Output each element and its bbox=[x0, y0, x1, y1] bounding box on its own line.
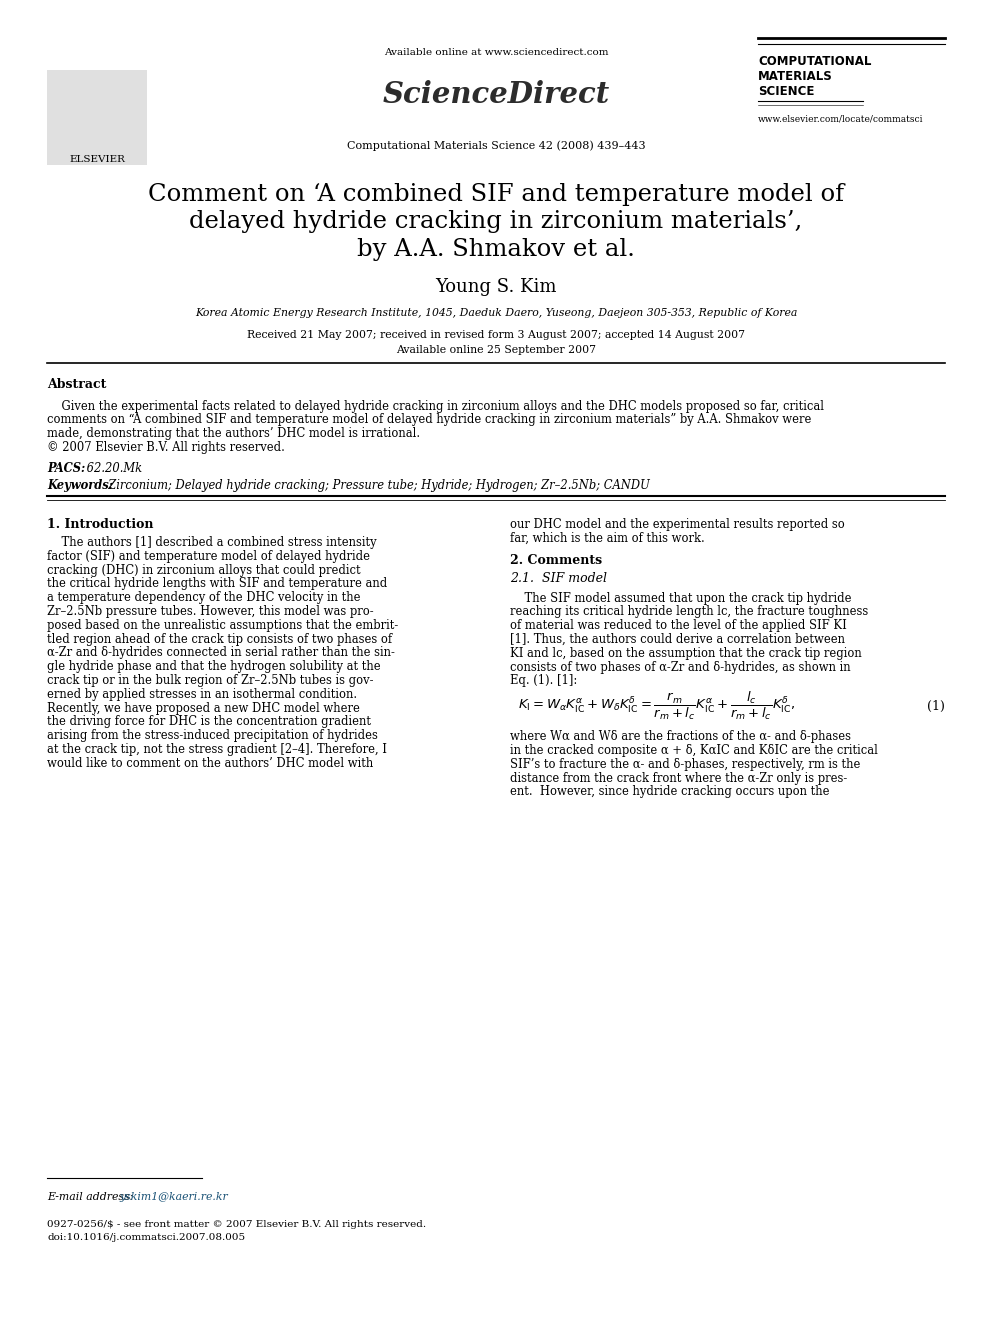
Text: Computational Materials Science 42 (2008) 439–443: Computational Materials Science 42 (2008… bbox=[346, 140, 646, 151]
Text: ELSEVIER: ELSEVIER bbox=[69, 155, 125, 164]
Text: cracking (DHC) in zirconium alloys that could predict: cracking (DHC) in zirconium alloys that … bbox=[47, 564, 361, 577]
Text: 2. Comments: 2. Comments bbox=[510, 553, 602, 566]
Text: crack tip or in the bulk region of Zr–2.5Nb tubes is gov-: crack tip or in the bulk region of Zr–2.… bbox=[47, 673, 374, 687]
Text: yskim1@kaeri.re.kr: yskim1@kaeri.re.kr bbox=[119, 1192, 228, 1203]
Text: $K_{\rm I} = W_{\alpha}K^{\alpha}_{\rm IC} + W_{\delta}K^{\delta}_{\rm IC} = \df: $K_{\rm I} = W_{\alpha}K^{\alpha}_{\rm I… bbox=[518, 691, 796, 722]
Text: delayed hydride cracking in zirconium materials’,: delayed hydride cracking in zirconium ma… bbox=[189, 210, 803, 233]
Text: Received 21 May 2007; received in revised form 3 August 2007; accepted 14 August: Received 21 May 2007; received in revise… bbox=[247, 329, 745, 340]
Text: SIF’s to fracture the α- and δ-phases, respectively, rm is the: SIF’s to fracture the α- and δ-phases, r… bbox=[510, 758, 860, 771]
Text: arising from the stress-induced precipitation of hydrides: arising from the stress-induced precipit… bbox=[47, 729, 378, 742]
Bar bbox=[47, 70, 147, 165]
Text: 62.20.Mk: 62.20.Mk bbox=[83, 462, 142, 475]
Text: Recently, we have proposed a new DHC model where: Recently, we have proposed a new DHC mod… bbox=[47, 701, 360, 714]
Text: doi:10.1016/j.commatsci.2007.08.005: doi:10.1016/j.commatsci.2007.08.005 bbox=[47, 1233, 245, 1242]
Text: a temperature dependency of the DHC velocity in the: a temperature dependency of the DHC velo… bbox=[47, 591, 360, 605]
Text: The SIF model assumed that upon the crack tip hydride: The SIF model assumed that upon the crac… bbox=[510, 591, 851, 605]
Text: the critical hydride lengths with SIF and temperature and: the critical hydride lengths with SIF an… bbox=[47, 577, 387, 590]
Text: Keywords:: Keywords: bbox=[47, 479, 113, 492]
Text: factor (SIF) and temperature model of delayed hydride: factor (SIF) and temperature model of de… bbox=[47, 550, 370, 562]
Text: Young S. Kim: Young S. Kim bbox=[435, 278, 557, 296]
Text: far, which is the aim of this work.: far, which is the aim of this work. bbox=[510, 532, 704, 545]
Text: Given the experimental facts related to delayed hydride cracking in zirconium al: Given the experimental facts related to … bbox=[47, 400, 824, 413]
Text: the driving force for DHC is the concentration gradient: the driving force for DHC is the concent… bbox=[47, 716, 371, 729]
Text: 0927-0256/$ - see front matter © 2007 Elsevier B.V. All rights reserved.: 0927-0256/$ - see front matter © 2007 El… bbox=[47, 1220, 427, 1229]
Text: ScienceDirect: ScienceDirect bbox=[382, 79, 610, 108]
Text: Comment on ‘A combined SIF and temperature model of: Comment on ‘A combined SIF and temperatu… bbox=[148, 183, 844, 206]
Text: E-mail address:: E-mail address: bbox=[47, 1192, 137, 1203]
Text: comments on “A combined SIF and temperature model of delayed hydride cracking in: comments on “A combined SIF and temperat… bbox=[47, 414, 811, 426]
Text: where Wα and Wδ are the fractions of the α- and δ-phases: where Wα and Wδ are the fractions of the… bbox=[510, 730, 851, 744]
Text: Zirconium; Delayed hydride cracking; Pressure tube; Hydride; Hydrogen; Zr–2.5Nb;: Zirconium; Delayed hydride cracking; Pre… bbox=[101, 479, 650, 492]
Text: of material was reduced to the level of the applied SIF KI: of material was reduced to the level of … bbox=[510, 619, 847, 632]
Text: gle hydride phase and that the hydrogen solubility at the: gle hydride phase and that the hydrogen … bbox=[47, 660, 381, 673]
Text: SCIENCE: SCIENCE bbox=[758, 85, 814, 98]
Text: Available online at www.sciencedirect.com: Available online at www.sciencedirect.co… bbox=[384, 48, 608, 57]
Text: MATERIALS: MATERIALS bbox=[758, 70, 832, 83]
Text: made, demonstrating that the authors’ DHC model is irrational.: made, demonstrating that the authors’ DH… bbox=[47, 427, 421, 441]
Text: Abstract: Abstract bbox=[47, 378, 106, 392]
Text: (1): (1) bbox=[928, 700, 945, 713]
Text: PACS:: PACS: bbox=[47, 462, 85, 475]
Text: α-Zr and δ-hydrides connected in serial rather than the sin-: α-Zr and δ-hydrides connected in serial … bbox=[47, 647, 395, 659]
Text: Zr–2.5Nb pressure tubes. However, this model was pro-: Zr–2.5Nb pressure tubes. However, this m… bbox=[47, 605, 374, 618]
Text: The authors [1] described a combined stress intensity: The authors [1] described a combined str… bbox=[47, 536, 377, 549]
Text: [1]. Thus, the authors could derive a correlation between: [1]. Thus, the authors could derive a co… bbox=[510, 632, 845, 646]
Text: distance from the crack front where the α-Zr only is pres-: distance from the crack front where the … bbox=[510, 771, 847, 785]
Text: erned by applied stresses in an isothermal condition.: erned by applied stresses in an isotherm… bbox=[47, 688, 357, 701]
Text: Eq. (1). [1]:: Eq. (1). [1]: bbox=[510, 675, 577, 688]
Text: © 2007 Elsevier B.V. All rights reserved.: © 2007 Elsevier B.V. All rights reserved… bbox=[47, 441, 285, 454]
Text: would like to comment on the authors’ DHC model with: would like to comment on the authors’ DH… bbox=[47, 757, 373, 770]
Text: 1. Introduction: 1. Introduction bbox=[47, 519, 154, 531]
Text: 2.1.  SIF model: 2.1. SIF model bbox=[510, 572, 607, 585]
Text: ent.  However, since hydride cracking occurs upon the: ent. However, since hydride cracking occ… bbox=[510, 786, 829, 798]
Text: tled region ahead of the crack tip consists of two phases of: tled region ahead of the crack tip consi… bbox=[47, 632, 392, 646]
Text: Available online 25 September 2007: Available online 25 September 2007 bbox=[396, 345, 596, 355]
Text: reaching its critical hydride length lc, the fracture toughness: reaching its critical hydride length lc,… bbox=[510, 606, 868, 618]
Text: consists of two phases of α-Zr and δ-hydrides, as shown in: consists of two phases of α-Zr and δ-hyd… bbox=[510, 660, 850, 673]
Text: by A.A. Shmakov et al.: by A.A. Shmakov et al. bbox=[357, 238, 635, 261]
Text: KI and lc, based on the assumption that the crack tip region: KI and lc, based on the assumption that … bbox=[510, 647, 862, 660]
Text: Korea Atomic Energy Research Institute, 1045, Daeduk Daero, Yuseong, Daejeon 305: Korea Atomic Energy Research Institute, … bbox=[194, 308, 798, 318]
Text: at the crack tip, not the stress gradient [2–4]. Therefore, I: at the crack tip, not the stress gradien… bbox=[47, 744, 387, 755]
Text: in the cracked composite α + δ, KαIC and KδIC are the critical: in the cracked composite α + δ, KαIC and… bbox=[510, 744, 878, 757]
Text: www.elsevier.com/locate/commatsci: www.elsevier.com/locate/commatsci bbox=[758, 115, 924, 124]
Text: our DHC model and the experimental results reported so: our DHC model and the experimental resul… bbox=[510, 519, 845, 531]
Text: posed based on the unrealistic assumptions that the embrit-: posed based on the unrealistic assumptio… bbox=[47, 619, 398, 632]
Text: COMPUTATIONAL: COMPUTATIONAL bbox=[758, 56, 871, 67]
